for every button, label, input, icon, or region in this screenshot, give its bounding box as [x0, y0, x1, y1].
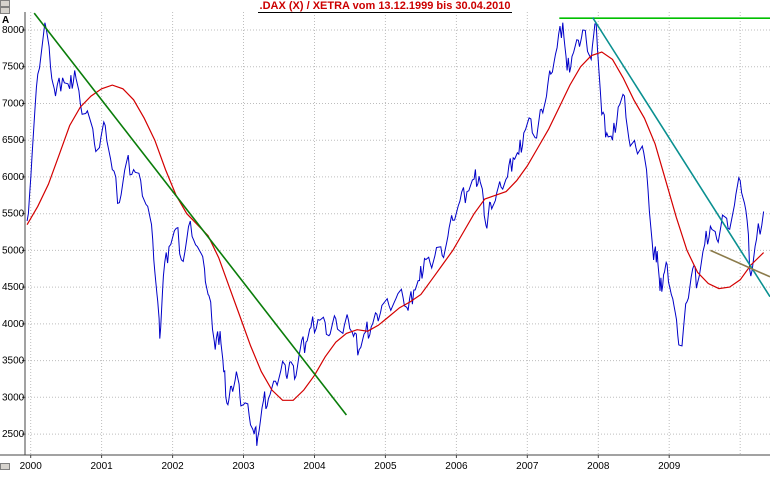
svg-text:2002: 2002 — [161, 461, 184, 472]
downtrend-2000-2004-trendline[interactable] — [33, 12, 348, 416]
svg-text:7500: 7500 — [2, 62, 25, 73]
svg-text:5500: 5500 — [2, 209, 25, 220]
svg-text:8000: 8000 — [2, 25, 25, 36]
scroll-down-button[interactable] — [0, 7, 10, 14]
chart-title-text: .DAX (X) / XETRA vom 13.12.1999 bis 30.0… — [257, 0, 513, 13]
annotation-marker-a: A — [2, 15, 10, 26]
support-2009-2010-trendline[interactable] — [710, 249, 770, 278]
svg-text:7000: 7000 — [2, 99, 25, 110]
svg-text:4500: 4500 — [2, 282, 25, 293]
svg-text:2000: 2000 — [20, 461, 43, 472]
svg-text:3500: 3500 — [2, 356, 25, 367]
svg-text:2001: 2001 — [90, 461, 113, 472]
chart-title: .DAX (X) / XETRA vom 13.12.1999 bis 30.0… — [0, 0, 770, 13]
svg-text:2009: 2009 — [658, 461, 681, 472]
svg-text:5000: 5000 — [2, 245, 25, 256]
svg-text:2500: 2500 — [2, 429, 25, 440]
svg-text:2006: 2006 — [445, 461, 468, 472]
svg-text:6000: 6000 — [2, 172, 25, 183]
svg-text:2003: 2003 — [232, 461, 255, 472]
scroll-up-button[interactable] — [0, 0, 10, 7]
x-axis-labels: 2000 2001 2002 2003 2004 2005 2006 2007 2008 2009 — [20, 461, 681, 472]
svg-text:2008: 2008 — [587, 461, 610, 472]
downtrend-2008-2010-trendline[interactable] — [591, 17, 770, 298]
scroll-left-button[interactable] — [0, 463, 10, 470]
y-axis-labels: 2500 3000 3500 4000 4500 5000 5500 6000 6500 7000… — [2, 25, 25, 440]
svg-text:2005: 2005 — [374, 461, 397, 472]
svg-text:4000: 4000 — [2, 319, 25, 330]
svg-text:2004: 2004 — [303, 461, 326, 472]
svg-text:6500: 6500 — [2, 135, 25, 146]
svg-text:3000: 3000 — [2, 392, 25, 403]
series-dax — [26, 22, 765, 446]
series-ma — [26, 51, 765, 401]
axes — [0, 12, 770, 458]
gridlines — [25, 12, 770, 455]
svg-text:2007: 2007 — [516, 461, 539, 472]
